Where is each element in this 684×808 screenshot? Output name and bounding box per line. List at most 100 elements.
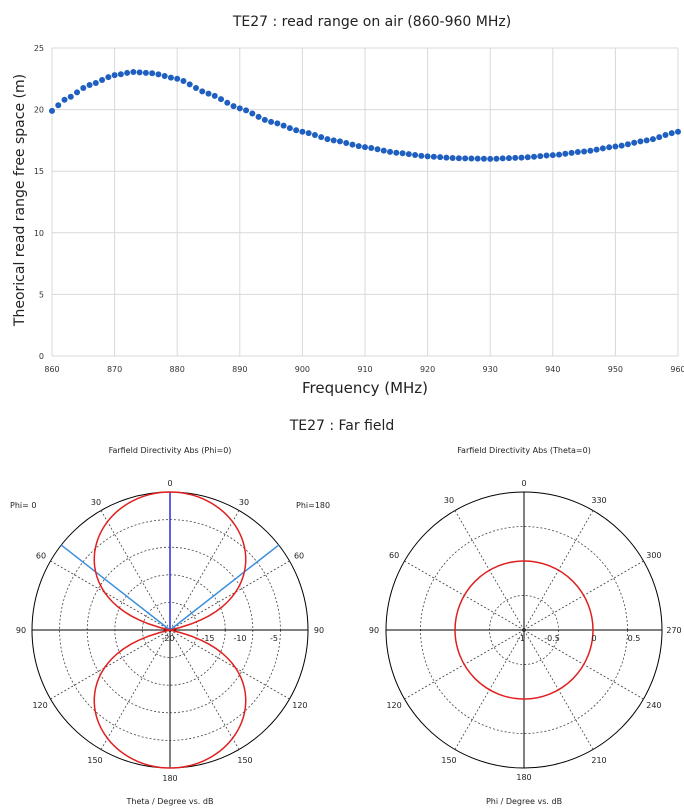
data-point <box>568 149 575 156</box>
data-point <box>274 120 281 127</box>
x-tick-label: 940 <box>545 365 560 374</box>
data-point <box>362 144 368 151</box>
chart-title: TE27 : read range on air (860-960 MHz) <box>232 14 511 30</box>
data-point <box>255 113 262 120</box>
data-point <box>211 92 218 99</box>
angle-label: 30 <box>91 498 101 507</box>
data-point <box>167 74 174 81</box>
data-point <box>387 148 394 155</box>
data-point <box>399 150 406 157</box>
polar-right-grid <box>385 491 663 769</box>
polar-left-labels: 0 30 30 60 60 90 90 120 120 150 150 180 -20 -15 -10 -5 <box>16 479 324 783</box>
data-point <box>49 107 55 114</box>
angle-label: 30 <box>444 496 454 505</box>
data-point <box>505 155 512 162</box>
data-point <box>562 150 569 157</box>
y-tick-label: 20 <box>34 106 44 115</box>
angle-label: 30 <box>239 498 249 507</box>
angle-label: 330 <box>591 496 606 505</box>
polar-spoke <box>100 510 171 631</box>
data-point <box>136 69 143 76</box>
data-point <box>668 130 675 137</box>
data-point <box>587 147 594 154</box>
angle-label: 210 <box>591 756 606 765</box>
polar-spoke <box>169 629 290 700</box>
directivity-curve <box>93 491 247 769</box>
data-point <box>418 152 425 159</box>
data-point <box>324 136 331 143</box>
x-tick-label: 910 <box>357 365 372 374</box>
data-point <box>161 73 168 80</box>
polar-left-axis-label: Theta / Degree vs. dB <box>126 797 214 806</box>
data-point <box>86 81 93 88</box>
radial-label: -0.5 <box>544 634 560 643</box>
angle-label: 120 <box>292 701 307 710</box>
data-point <box>343 139 350 146</box>
data-point <box>374 146 381 153</box>
data-point <box>330 137 337 144</box>
data-point <box>424 153 431 160</box>
data-point <box>443 154 450 161</box>
data-point <box>149 70 156 77</box>
x-tick-label: 870 <box>107 365 122 374</box>
data-point <box>261 116 268 123</box>
radial-label: -5 <box>270 634 278 643</box>
data-point <box>99 77 106 84</box>
x-tick-label: 900 <box>295 365 310 374</box>
data-point <box>675 128 681 135</box>
data-point <box>117 71 124 78</box>
data-point <box>430 153 437 160</box>
data-point <box>349 141 356 148</box>
data-point <box>180 78 187 85</box>
data-point <box>512 154 519 161</box>
polar-right-title: Farfield Directivity Abs (Theta=0) <box>457 446 591 455</box>
x-tick-label: 890 <box>232 365 247 374</box>
data-point <box>643 137 650 144</box>
angle-label: 90 <box>369 626 379 635</box>
polar-left-right-label: Phi=180 <box>296 501 330 510</box>
data-point <box>599 145 606 152</box>
data-point <box>380 147 387 154</box>
x-tick-label: 950 <box>608 365 623 374</box>
beamwidth-line-left <box>60 544 171 631</box>
polar-spoke <box>50 629 171 700</box>
data-point <box>355 143 362 150</box>
data-point <box>230 103 237 110</box>
data-point <box>268 118 275 125</box>
data-point <box>311 132 318 139</box>
data-point <box>618 142 625 149</box>
data-point <box>480 155 487 162</box>
data-point <box>299 128 306 135</box>
data-point <box>412 152 419 159</box>
data-point <box>556 151 563 158</box>
data-point <box>574 149 581 156</box>
data-point <box>61 96 68 103</box>
data-point <box>67 93 74 100</box>
polar-left-left-label: Phi= 0 <box>10 501 36 510</box>
angle-label: 180 <box>162 774 177 783</box>
angle-label: 0 <box>521 479 526 488</box>
directivity-curve <box>454 560 594 700</box>
data-point <box>474 155 481 162</box>
data-point <box>662 132 669 139</box>
data-point <box>286 125 293 132</box>
angle-label: 60 <box>294 552 304 561</box>
data-point <box>405 151 412 158</box>
x-tick-label: 960 <box>670 365 684 374</box>
angle-label: 270 <box>666 626 681 635</box>
polar-right-axis-label: Phi / Degree vs. dB <box>486 797 562 806</box>
angle-label: 150 <box>441 756 456 765</box>
x-axis-label: Frequency (MHz) <box>302 379 428 397</box>
data-point <box>637 138 644 145</box>
data-point <box>174 75 181 82</box>
data-point <box>92 79 99 86</box>
radial-label: 0.5 <box>628 634 641 643</box>
radial-label: -10 <box>233 634 246 643</box>
data-point <box>437 154 444 161</box>
data-point <box>224 99 231 106</box>
y-tick-label: 25 <box>34 44 44 53</box>
x-tick-label: 880 <box>170 365 185 374</box>
data-point <box>531 153 538 160</box>
data-point <box>205 90 212 97</box>
read-range-chart: TE27 : read range on air (860-960 MHz) 8… <box>12 14 684 397</box>
